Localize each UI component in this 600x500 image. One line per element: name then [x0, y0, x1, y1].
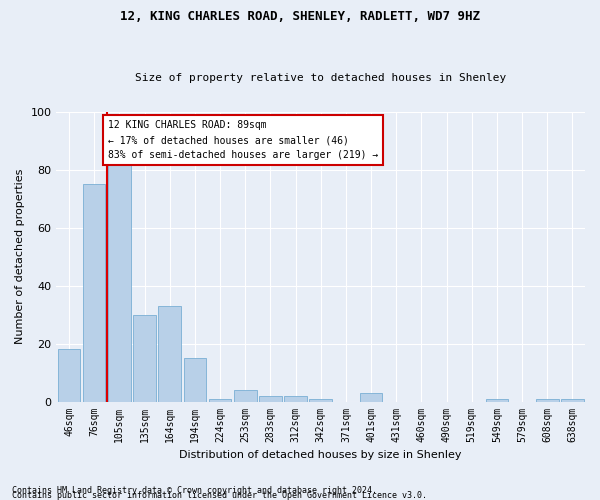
Bar: [234, 390, 257, 402]
Y-axis label: Number of detached properties: Number of detached properties: [15, 169, 25, 344]
Bar: [184, 358, 206, 402]
Bar: [284, 396, 307, 402]
Bar: [108, 158, 131, 402]
Bar: [158, 306, 181, 402]
Bar: [310, 398, 332, 402]
Bar: [360, 393, 382, 402]
Bar: [83, 184, 106, 402]
Text: 12, KING CHARLES ROAD, SHENLEY, RADLETT, WD7 9HZ: 12, KING CHARLES ROAD, SHENLEY, RADLETT,…: [120, 10, 480, 23]
Bar: [209, 398, 232, 402]
Bar: [536, 398, 559, 402]
Title: Size of property relative to detached houses in Shenley: Size of property relative to detached ho…: [135, 73, 506, 83]
Text: 12 KING CHARLES ROAD: 89sqm
← 17% of detached houses are smaller (46)
83% of sem: 12 KING CHARLES ROAD: 89sqm ← 17% of det…: [108, 120, 378, 160]
Bar: [58, 350, 80, 402]
Bar: [259, 396, 281, 402]
X-axis label: Distribution of detached houses by size in Shenley: Distribution of detached houses by size …: [179, 450, 462, 460]
Text: Contains public sector information licensed under the Open Government Licence v3: Contains public sector information licen…: [12, 491, 427, 500]
Bar: [561, 398, 584, 402]
Bar: [133, 314, 156, 402]
Text: Contains HM Land Registry data © Crown copyright and database right 2024.: Contains HM Land Registry data © Crown c…: [12, 486, 377, 495]
Bar: [485, 398, 508, 402]
